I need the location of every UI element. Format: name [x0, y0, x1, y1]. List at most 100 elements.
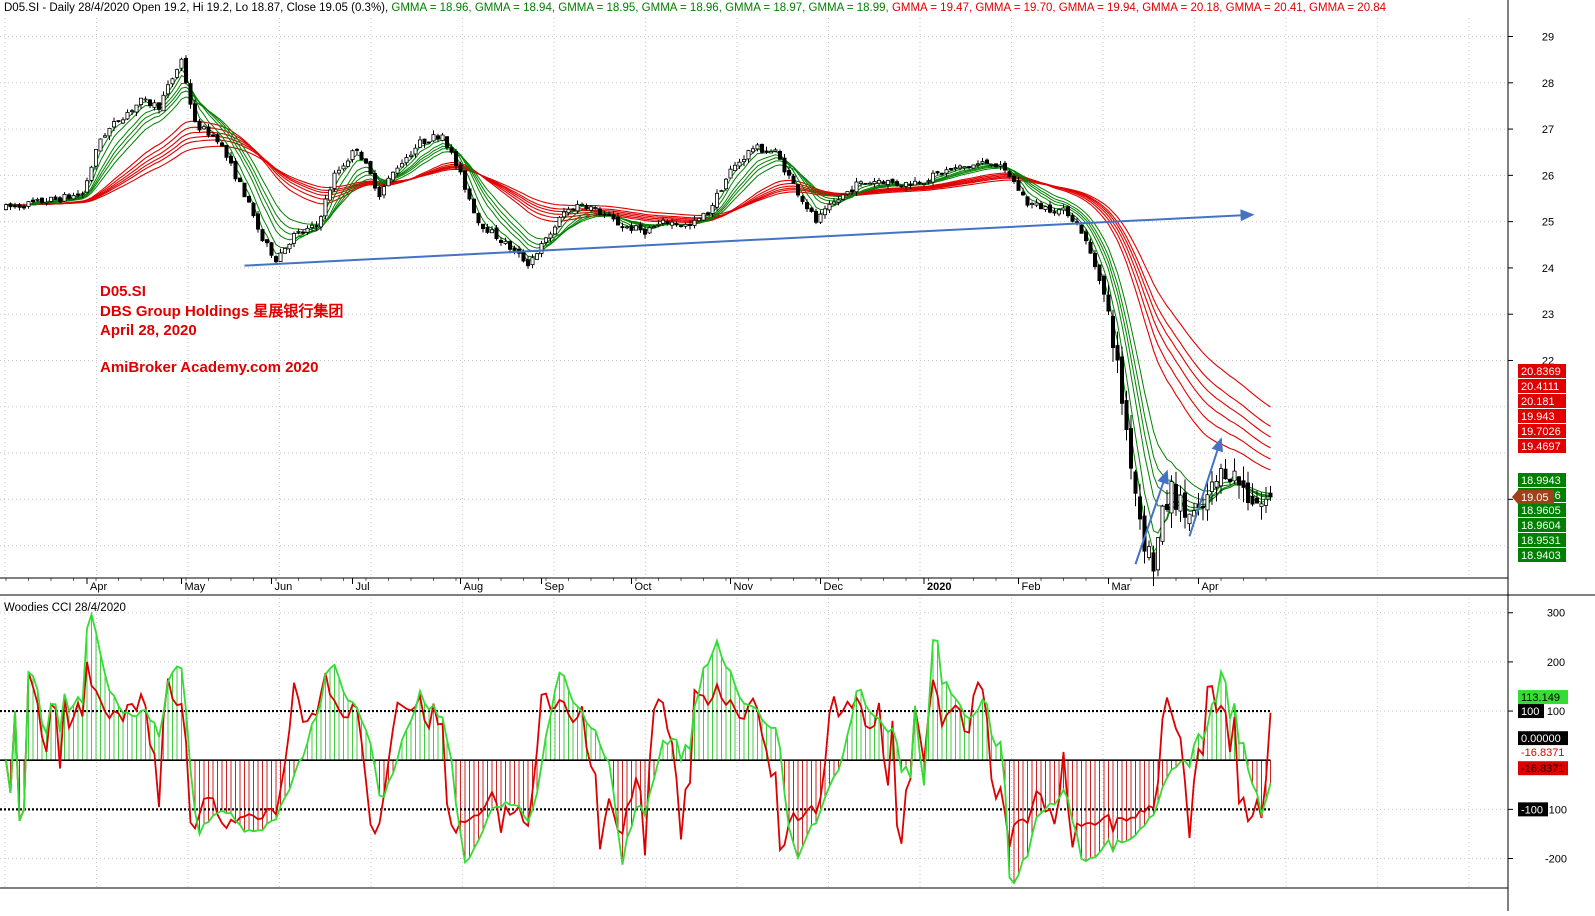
candle [620, 222, 625, 232]
candle [1025, 196, 1030, 208]
trendline-0[interactable] [244, 209, 1255, 267]
candle [44, 198, 49, 206]
candle [724, 178, 729, 192]
svg-text:18.9403: 18.9403 [1521, 550, 1561, 562]
candle [922, 182, 927, 187]
candle [174, 68, 179, 80]
svg-text:100: 100 [1521, 706, 1539, 718]
candle [422, 138, 427, 148]
candle [1192, 503, 1197, 517]
candle [530, 254, 535, 269]
candle [850, 185, 855, 195]
candle [399, 159, 404, 168]
price-candles [4, 55, 1273, 587]
candle [260, 229, 265, 242]
candle [1183, 479, 1188, 529]
candle [764, 146, 769, 154]
cci-tick-label: 200 [1547, 657, 1565, 669]
candle [21, 203, 26, 211]
candle [354, 147, 359, 155]
svg-text:19.943: 19.943 [1521, 411, 1555, 423]
candle [458, 161, 463, 175]
candle [715, 189, 720, 211]
month-label: Apr [1202, 581, 1219, 593]
candle [188, 79, 193, 109]
candle [1039, 200, 1044, 210]
candle [539, 240, 544, 258]
gmma-long-value-label: 20.181 [1518, 394, 1566, 408]
candle [1070, 212, 1075, 223]
candle [625, 225, 630, 230]
candle [562, 207, 567, 220]
candle [67, 193, 72, 201]
gmma-long-line-45 [5, 135, 1271, 438]
candle [1255, 490, 1260, 504]
header-gmma-0: GMMA = 18.96, [391, 2, 474, 14]
candle [125, 109, 130, 120]
candle [1057, 208, 1062, 217]
candle [904, 182, 909, 191]
candle [1241, 466, 1246, 503]
candle [143, 96, 148, 103]
svg-text:18.9531: 18.9531 [1521, 535, 1561, 547]
svg-text:19.05: 19.05 [1521, 492, 1549, 504]
candle [629, 222, 634, 234]
candle [480, 223, 485, 233]
candle [598, 207, 603, 216]
gmma-long-lines [5, 120, 1271, 471]
candle [926, 178, 931, 185]
candle [688, 220, 693, 230]
candle [1084, 228, 1089, 245]
candle [404, 154, 409, 166]
candle [589, 204, 594, 213]
candle [192, 99, 197, 123]
candle [494, 225, 499, 241]
candle [940, 172, 945, 177]
candle [967, 165, 972, 170]
gmma-long-value-label: 19.4697 [1518, 439, 1566, 453]
candle [931, 170, 936, 186]
candle [575, 200, 580, 214]
gmma-long-value-label: 19.943 [1518, 409, 1566, 423]
candle [976, 160, 981, 168]
gmma-short-line-8 [5, 82, 1271, 509]
candle [431, 130, 436, 143]
candle [94, 148, 99, 170]
candle [755, 142, 760, 152]
candle [1012, 173, 1017, 184]
gmma-long-line-40 [5, 131, 1271, 449]
candle [341, 162, 346, 171]
candle [701, 212, 706, 222]
candle [485, 223, 490, 234]
candle [17, 203, 22, 211]
candle [796, 184, 801, 198]
trendline-2[interactable] [1188, 437, 1224, 537]
candle [372, 169, 377, 191]
candle [170, 77, 175, 87]
month-label: Feb [1022, 581, 1041, 593]
candle [760, 143, 765, 154]
candle [58, 196, 63, 204]
header-gmma-2: GMMA = 18.95, [558, 2, 641, 14]
candle [710, 202, 715, 217]
cci-panel [0, 611, 1272, 885]
candle [1174, 471, 1179, 516]
header-gmma-4: GMMA = 18.97, [725, 2, 808, 14]
candle [444, 136, 449, 151]
month-label: Mar [1112, 581, 1131, 593]
candle [1052, 207, 1057, 216]
candle [854, 177, 859, 196]
candle [980, 157, 985, 165]
gmma-long-value-label: 19.7026 [1518, 424, 1566, 438]
candle [363, 158, 368, 165]
candle [890, 178, 895, 185]
candle [1219, 463, 1224, 494]
candle [251, 202, 256, 218]
candle [1124, 390, 1129, 441]
candle [751, 145, 756, 154]
candle [818, 210, 823, 224]
candle [917, 180, 922, 185]
candle [949, 167, 954, 172]
trendline-1[interactable] [1134, 469, 1169, 565]
